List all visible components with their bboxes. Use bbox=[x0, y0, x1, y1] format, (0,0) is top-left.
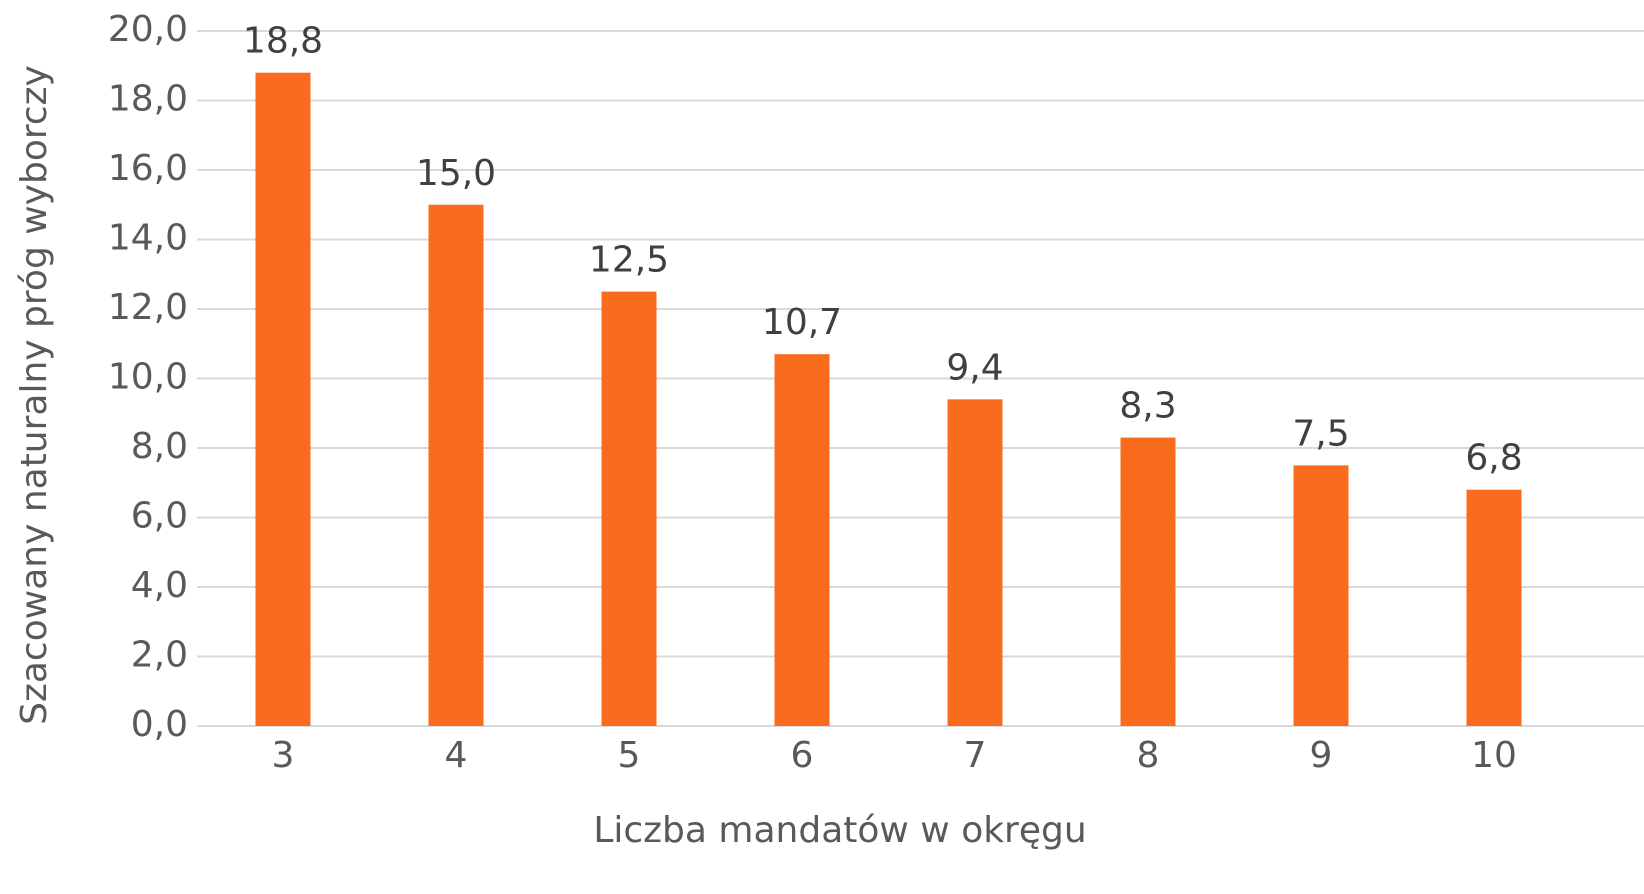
x-tick-label: 8 bbox=[1137, 735, 1160, 776]
x-axis-title: Liczba mandatów w okręgu bbox=[593, 810, 1086, 851]
bar bbox=[255, 72, 311, 726]
value-label: 15,0 bbox=[416, 153, 496, 194]
bar bbox=[1120, 437, 1176, 726]
y-tick-label: 14,0 bbox=[108, 218, 188, 259]
value-label: 18,8 bbox=[243, 21, 323, 62]
x-tick-label: 7 bbox=[964, 735, 987, 776]
y-tick-label: 10,0 bbox=[108, 357, 188, 398]
y-tick-label: 0,0 bbox=[131, 704, 188, 745]
value-label: 12,5 bbox=[589, 240, 669, 281]
bar bbox=[947, 399, 1003, 726]
y-tick-label: 6,0 bbox=[131, 496, 188, 537]
bar bbox=[774, 354, 830, 726]
x-tick-label: 4 bbox=[445, 735, 468, 776]
value-label: 6,8 bbox=[1465, 438, 1522, 479]
value-label: 7,5 bbox=[1292, 413, 1349, 454]
y-tick-label: 2,0 bbox=[131, 635, 188, 676]
y-tick-label: 4,0 bbox=[131, 565, 188, 606]
value-label: 9,4 bbox=[946, 347, 1003, 388]
x-tick-label: 3 bbox=[272, 735, 295, 776]
bar bbox=[601, 291, 657, 726]
x-tick-label: 9 bbox=[1310, 735, 1333, 776]
y-tick-label: 20,0 bbox=[108, 9, 188, 50]
value-label: 8,3 bbox=[1119, 386, 1176, 427]
y-tick-label: 18,0 bbox=[108, 79, 188, 120]
y-axis-title: Szacowany naturalny próg wyborczy bbox=[14, 65, 55, 725]
y-tick-label: 16,0 bbox=[108, 148, 188, 189]
value-label: 10,7 bbox=[762, 302, 842, 343]
bar bbox=[1293, 465, 1349, 726]
x-tick-label: 10 bbox=[1471, 735, 1517, 776]
bar bbox=[1466, 489, 1522, 726]
y-tick-label: 12,0 bbox=[108, 287, 188, 328]
y-tick-label: 8,0 bbox=[131, 426, 188, 467]
x-tick-label: 6 bbox=[791, 735, 814, 776]
bar bbox=[428, 204, 484, 726]
x-tick-label: 5 bbox=[618, 735, 641, 776]
